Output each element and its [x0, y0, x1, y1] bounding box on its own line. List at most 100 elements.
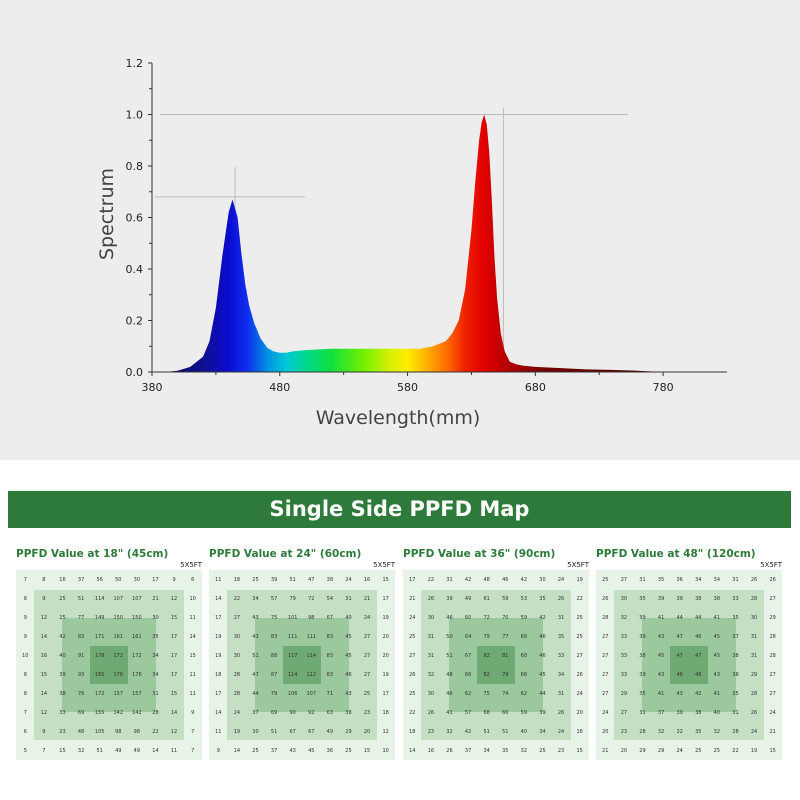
ppfd-cell: 19	[382, 671, 389, 678]
ppfd-map-size: 5X5FT	[180, 561, 202, 569]
ppfd-cell: 15	[769, 747, 776, 754]
ppfd-cell: 64	[464, 633, 472, 640]
ppfd-cell: 42	[464, 728, 472, 735]
ppfd-cell: 45	[713, 633, 721, 640]
ppfd-cell: 69	[270, 709, 278, 716]
ppfd-cell: 9	[23, 614, 27, 621]
ppfd-cell: 30	[233, 633, 241, 640]
ppfd-cell: 25	[539, 747, 546, 754]
ppfd-cell: 40	[345, 614, 352, 621]
ppfd-row: 18 23 32 42 51 51 40 34 24 18	[403, 722, 589, 741]
ppfd-cell: 39	[676, 709, 683, 716]
ppfd-cell: 14	[170, 709, 178, 716]
ppfd-row: 8 15 39 93 165 176 176 34 17 11	[16, 665, 202, 684]
ppfd-cell: 45	[308, 747, 315, 754]
ppfd-cell: 98	[115, 728, 122, 735]
ppfd-cell: 27	[769, 595, 776, 602]
ppfd-cell: 26	[602, 595, 609, 602]
ppfd-cell: 46	[502, 576, 509, 583]
ppfd-cell: 21	[602, 747, 609, 754]
ppfd-cell: 101	[287, 614, 298, 621]
ppfd-cell: 17	[170, 633, 178, 640]
ppfd-row: 7 8 16 37 56 50 30 17 9 6	[16, 570, 202, 589]
ppfd-row: 18 28 47 87 114 112 83 46 27 19	[209, 665, 395, 684]
ppfd-cell: 57	[270, 595, 278, 602]
ppfd-cell: 31	[557, 614, 565, 621]
ppfd-cell: 33	[620, 671, 628, 678]
ppfd-cell: 92	[308, 709, 315, 716]
ppfd-cell: 14	[233, 747, 241, 754]
ppfd-cell: 83	[77, 633, 85, 640]
ppfd-cell: 45	[345, 652, 352, 659]
ppfd-cell: 32	[620, 614, 628, 621]
ppfd-cell: 11	[215, 728, 222, 735]
ppfd-cell: 34	[539, 728, 546, 735]
ppfd-cell: 161	[113, 633, 124, 640]
ppfd-cell: 29	[657, 747, 665, 754]
ppfd-cell: 37	[657, 709, 665, 716]
ppfd-row: 28 32 39 41 44 44 41 35 30 29	[596, 608, 782, 627]
ppfd-cell: 51	[77, 595, 85, 602]
ppfd-map-size: 5X5FT	[760, 561, 782, 569]
ppfd-cell: 43	[713, 671, 721, 678]
ppfd-cell: 9	[42, 595, 46, 602]
ppfd-row: 10 16 40 91 178 172 172 34 17 15	[16, 646, 202, 665]
ppfd-cell: 39	[657, 595, 665, 602]
ppfd-cell: 25	[695, 747, 702, 754]
ppfd-cell: 79	[502, 671, 509, 678]
ppfd-cell: 32	[77, 747, 85, 754]
ppfd-cell: 51	[270, 728, 278, 735]
ppfd-cell: 38	[713, 595, 721, 602]
ppfd-cell: 48	[446, 671, 453, 678]
ppfd-cell: 35	[695, 728, 702, 735]
ppfd-cell: 51	[252, 652, 259, 659]
ppfd-cell: 150	[113, 614, 124, 621]
ppfd-cell: 29	[639, 747, 646, 754]
ppfd-cell: 25	[409, 633, 416, 640]
ppfd-cell: 11	[189, 614, 196, 621]
ppfd-cell: 157	[113, 690, 124, 697]
ppfd-cell: 9	[23, 633, 27, 640]
ppfd-row: 11 19 30 51 67 67 49 29 20 12	[209, 722, 395, 741]
ppfd-row: 11 18 25 39 51 47 38 24 16 15	[209, 570, 395, 589]
ppfd-cell: 46	[539, 633, 546, 640]
ppfd-cell: 8	[23, 671, 27, 678]
ppfd-cell: 35	[732, 614, 739, 621]
ppfd-cell: 14	[40, 633, 48, 640]
ppfd-cell: 35	[502, 747, 509, 754]
ppfd-row: 24 27 31 37 39 38 40 31 26 24	[596, 703, 782, 722]
ppfd-cell: 24	[557, 728, 565, 735]
ppfd-cell: 117	[287, 652, 298, 659]
ppfd-cell: 68	[483, 709, 490, 716]
ppfd-cell: 48	[77, 728, 85, 735]
ppfd-row: 8 14 38 76 172 157 157 31 15 11	[16, 684, 202, 703]
ppfd-cell: 15	[382, 576, 389, 583]
ppfd-cell: 37	[270, 747, 278, 754]
ppfd-cell: 35	[639, 690, 646, 697]
ppfd-cell: 41	[713, 690, 721, 697]
ppfd-cell: 25	[59, 614, 66, 621]
ppfd-cell: 82	[483, 652, 490, 659]
ppfd-cell: 22	[152, 728, 159, 735]
ppfd-cell: 75	[483, 690, 490, 697]
ppfd-cell: 35	[152, 633, 159, 640]
ppfd-cell: 49	[326, 728, 334, 735]
y-tick-label: 1.2	[126, 57, 144, 70]
ppfd-cell: 48	[483, 576, 490, 583]
ppfd-cell: 35	[639, 595, 646, 602]
ppfd-cell: 15	[59, 747, 66, 754]
ppfd-cell: 19	[750, 747, 758, 754]
ppfd-cell: 28	[602, 614, 609, 621]
ppfd-cell: 46	[539, 652, 546, 659]
spectrum-area	[164, 114, 664, 372]
ppfd-cell: 70	[502, 614, 509, 621]
ppfd-cell: 72	[483, 614, 490, 621]
ppfd-cell: 45	[539, 671, 546, 678]
ppfd-cell: 26	[409, 671, 416, 678]
ppfd-cell: 107	[306, 690, 317, 697]
ppfd-cell: 14	[215, 595, 222, 602]
ppfd-cell: 47	[695, 652, 702, 659]
ppfd-cell: 46	[345, 671, 352, 678]
ppfd-cell: 24	[363, 614, 371, 621]
ppfd-cell: 62	[464, 690, 472, 697]
